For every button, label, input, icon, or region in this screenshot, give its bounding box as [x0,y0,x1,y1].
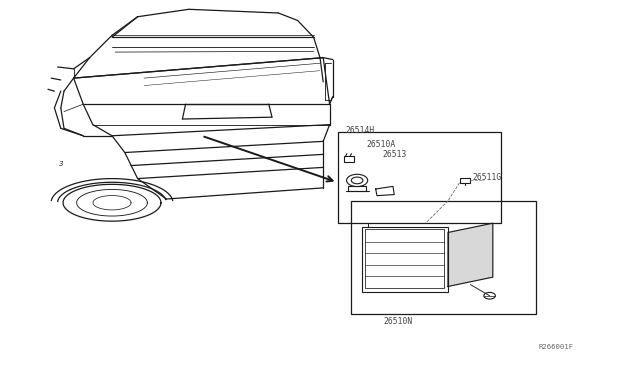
Text: 26514H: 26514H [346,126,375,135]
Text: 26511G: 26511G [472,173,502,182]
Text: 26510A: 26510A [367,140,396,149]
Text: 26510N: 26510N [383,317,413,326]
Bar [344,156,354,162]
Bar [460,178,470,183]
Bar [338,132,501,223]
Bar [362,227,448,292]
Text: 26513: 26513 [383,150,407,159]
Polygon shape [448,223,493,286]
Text: 3: 3 [58,161,63,167]
Bar [351,201,536,314]
Bar [348,186,366,191]
Text: R266001F: R266001F [538,344,573,350]
Bar [365,229,444,288]
